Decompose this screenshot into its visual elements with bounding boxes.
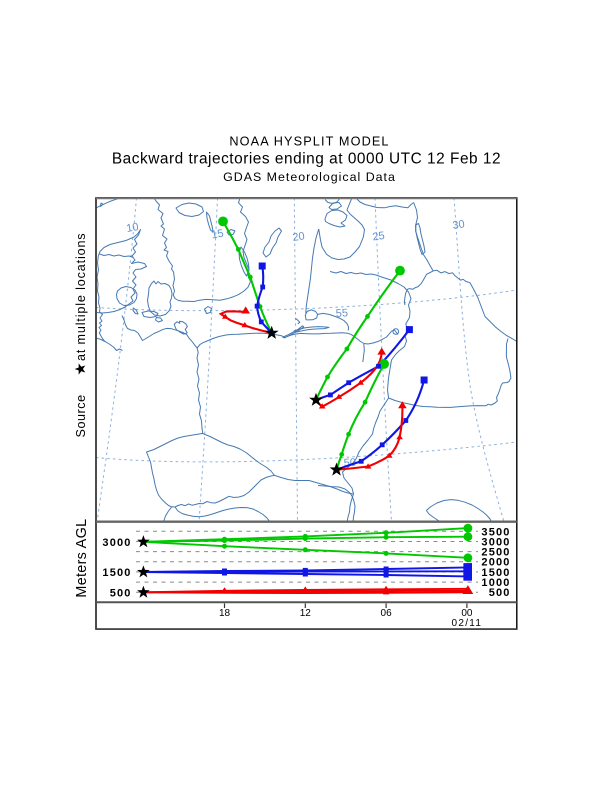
svg-text:1500: 1500 — [102, 567, 131, 579]
svg-text:GDAS Meteorological Data: GDAS Meteorological Data — [223, 170, 396, 184]
svg-text:Meters AGL: Meters AGL — [74, 519, 90, 598]
svg-text:3500: 3500 — [481, 526, 510, 538]
svg-text:2000: 2000 — [481, 557, 510, 569]
svg-text:18: 18 — [219, 608, 231, 619]
svg-text:Source: Source — [74, 394, 88, 437]
svg-text:500: 500 — [110, 587, 132, 599]
svg-text:1000: 1000 — [481, 577, 510, 589]
svg-text:NOAA HYSPLIT MODEL: NOAA HYSPLIT MODEL — [229, 135, 389, 149]
svg-text:12: 12 — [300, 608, 312, 619]
svg-text:06: 06 — [381, 608, 393, 619]
svg-text:25: 25 — [372, 230, 386, 244]
svg-text:10: 10 — [125, 221, 139, 235]
svg-text:15: 15 — [210, 228, 224, 242]
svg-text:Backward trajectories ending a: Backward trajectories ending at 0000 UTC… — [112, 151, 501, 168]
svg-text:1500: 1500 — [481, 567, 510, 579]
svg-text:02/11: 02/11 — [452, 618, 483, 629]
svg-text:30: 30 — [452, 218, 466, 232]
svg-text:20: 20 — [292, 230, 306, 244]
svg-text:55: 55 — [335, 307, 348, 320]
svg-text:00: 00 — [461, 608, 473, 619]
svg-text:3000: 3000 — [481, 536, 510, 548]
svg-text:at multiple locations: at multiple locations — [74, 233, 88, 361]
svg-text:2500: 2500 — [481, 547, 510, 559]
svg-text:3000: 3000 — [102, 537, 131, 549]
svg-text:500: 500 — [489, 587, 511, 599]
